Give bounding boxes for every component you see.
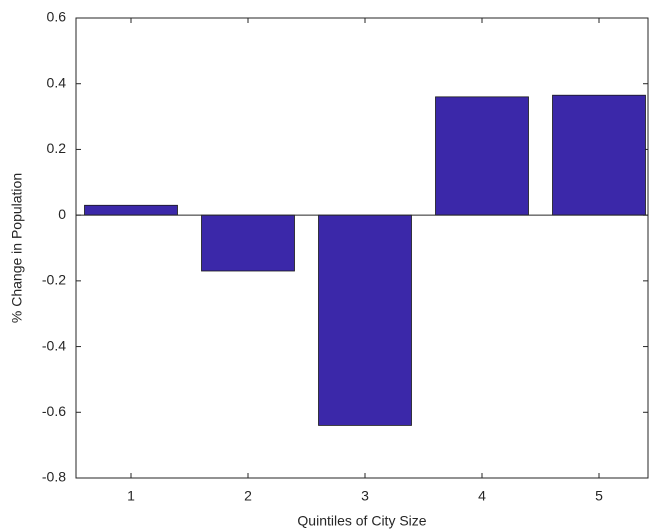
y-tick-label: 0.6 — [47, 9, 67, 25]
y-tick-label: -0.4 — [42, 337, 66, 353]
bar — [552, 94, 646, 216]
bar — [318, 214, 412, 426]
x-tick-label: 1 — [127, 488, 135, 504]
x-tick-label: 4 — [478, 488, 486, 504]
x-tick-label: 2 — [244, 488, 252, 504]
bar — [435, 96, 529, 216]
y-axis-label: % Change in Population — [9, 173, 25, 323]
y-tick-label: 0.2 — [47, 140, 67, 156]
y-tick-label: 0 — [58, 206, 66, 222]
x-axis-label: Quintiles of City Size — [297, 513, 426, 529]
y-tick-label: 0.4 — [47, 74, 67, 90]
x-tick-label: 5 — [595, 488, 603, 504]
bar — [84, 204, 178, 216]
y-tick-label: -0.8 — [42, 469, 66, 485]
x-tick-label: 3 — [361, 488, 369, 504]
bar — [201, 214, 295, 272]
y-tick-label: -0.6 — [42, 403, 66, 419]
y-tick-label: -0.2 — [42, 272, 66, 288]
